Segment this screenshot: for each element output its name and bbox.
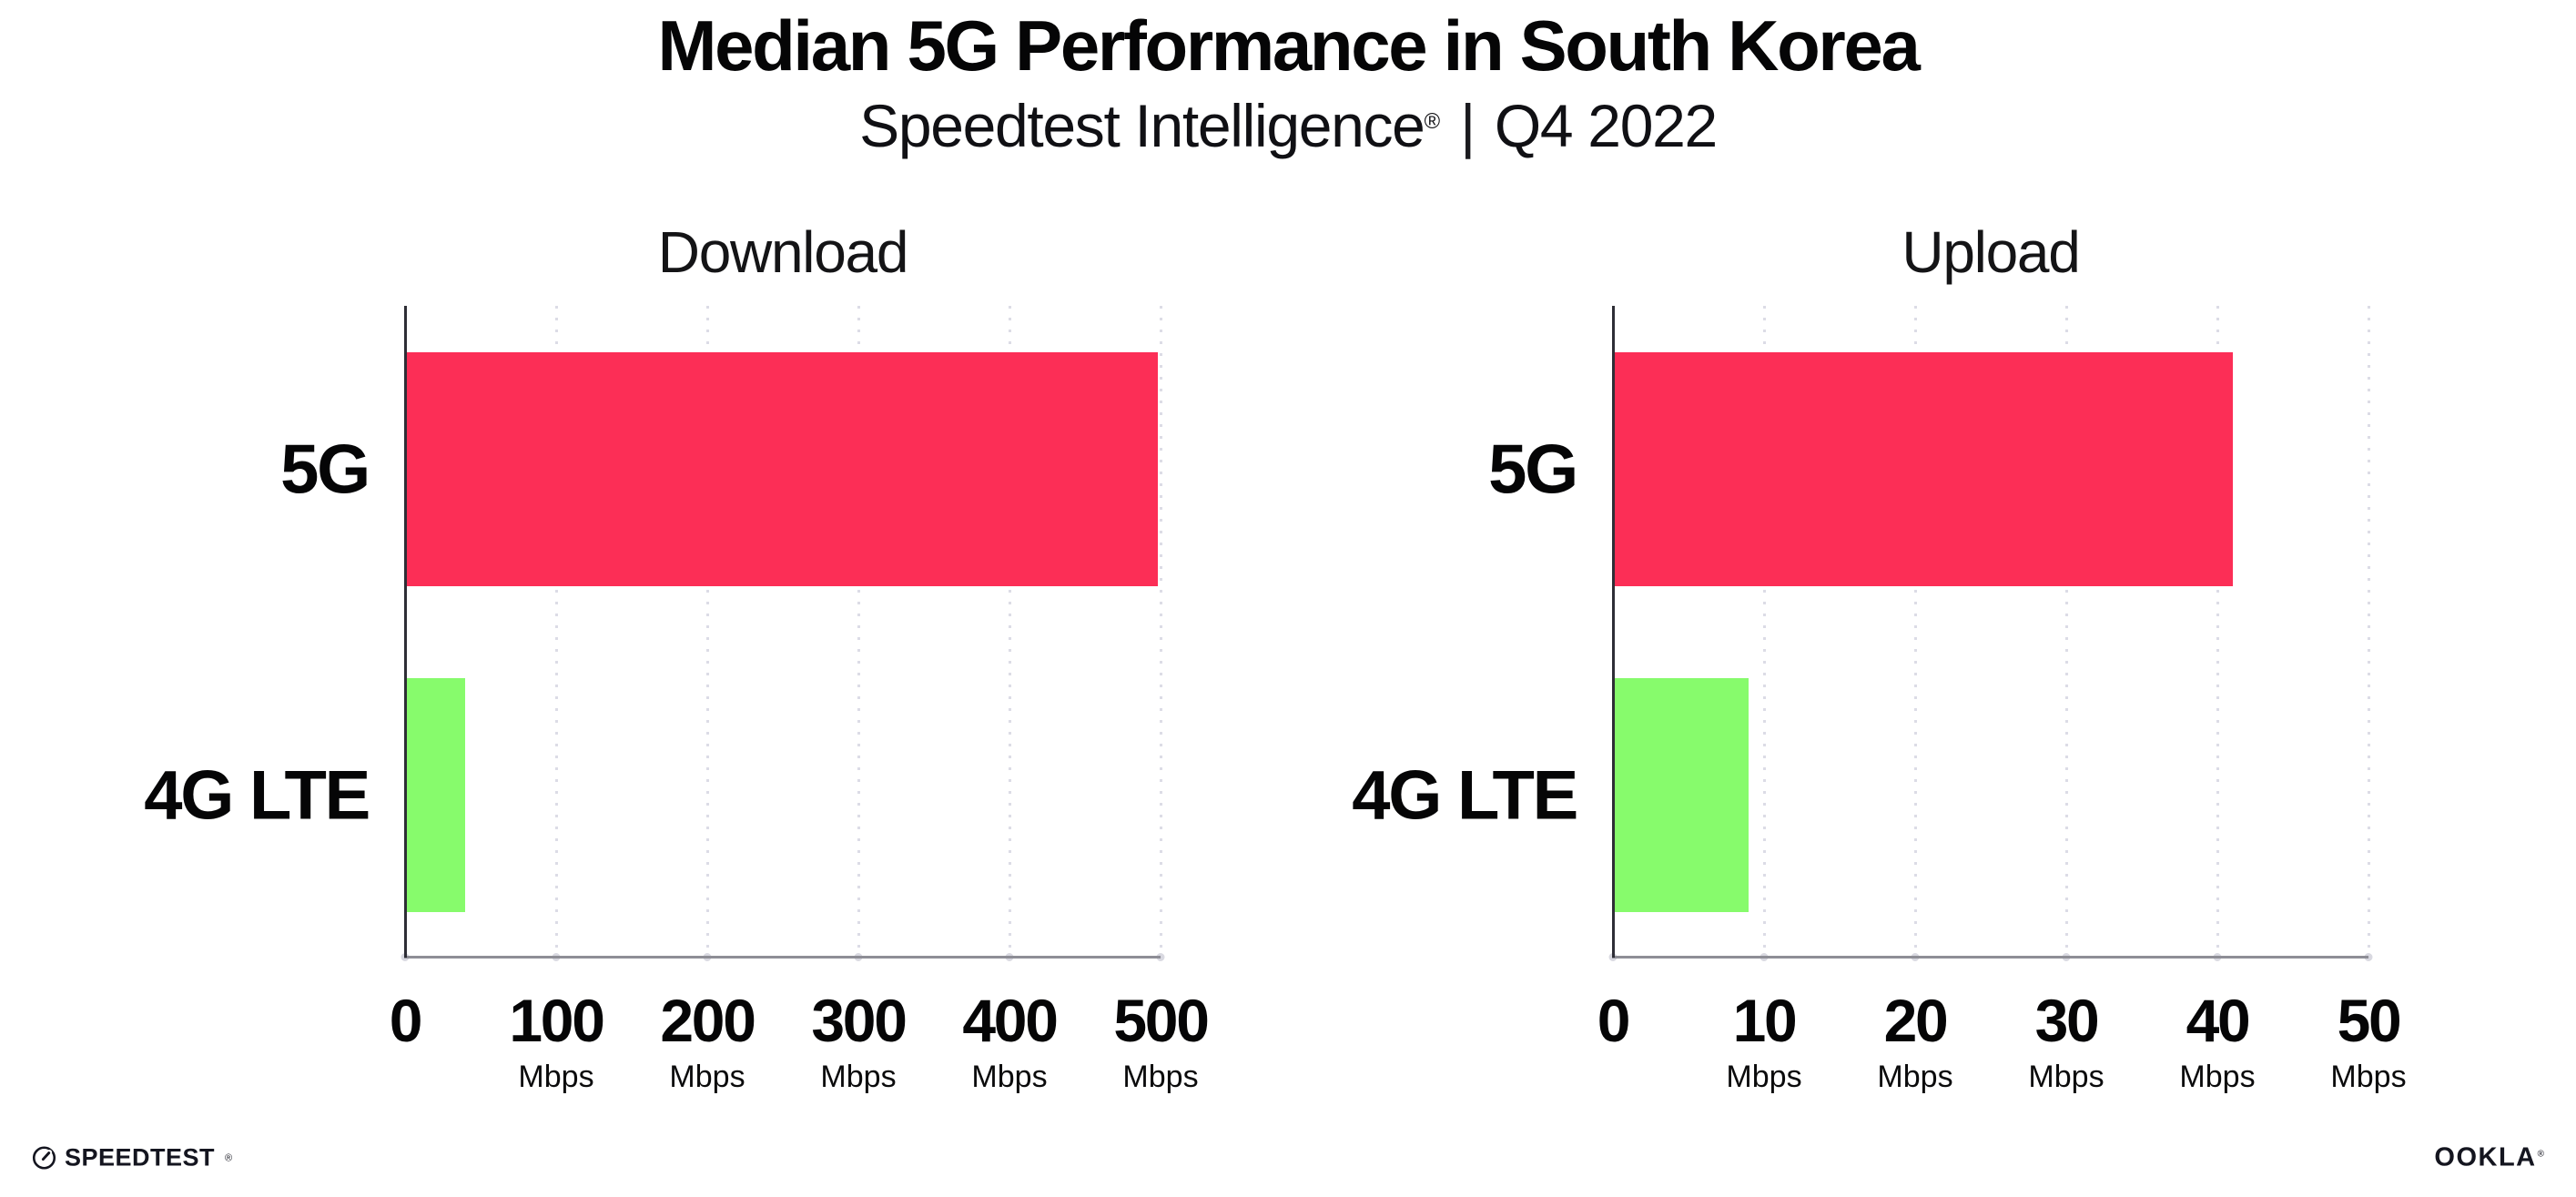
download-x-tick-unit: Mbps	[669, 1060, 745, 1094]
download-x-tick-value: 200	[660, 987, 756, 1054]
download-x-tick-unit: Mbps	[518, 1060, 594, 1094]
download-x-tick-label-300: 300 Mbps	[811, 987, 908, 1094]
upload-x-tick-label-30: 30 Mbps	[2028, 990, 2104, 1092]
upload-x-tick-value: 0	[1597, 987, 1631, 1054]
download-x-axis-line	[404, 956, 1161, 959]
upload-gridline-10	[1763, 306, 1766, 958]
upload-x-tick-value: 50	[2337, 987, 2402, 1054]
upload-plot-area: 0 10 Mbps 20 Mbps 30 Mbps 40 Mbps 50 Mbps 5G 4G LTE	[1352, 306, 2407, 1092]
registered-mark: ®	[1424, 108, 1441, 134]
figure-header: Median 5G Performance in South Korea Spe…	[0, 5, 2576, 159]
upload-x-tick-value: 40	[2186, 987, 2251, 1054]
download-category-label-4g-lte: 4G LTE	[144, 756, 370, 834]
upload-gridline-50	[2368, 306, 2370, 958]
download-x-tick-value: 400	[962, 987, 1059, 1054]
download-bar-5g	[405, 352, 1158, 586]
download-gridline-300	[857, 306, 860, 958]
speedtest-logo: SPEEDTEST ®	[32, 1143, 233, 1172]
speedtest-registered-mark: ®	[225, 1152, 233, 1163]
download-x-tick-value: 500	[1113, 987, 1210, 1054]
ookla-wordmark: OOKLA	[2434, 1142, 2537, 1172]
upload-x-tick-value: 20	[1883, 987, 1949, 1054]
upload-x-tick-value: 30	[2034, 987, 2100, 1054]
download-axis-tick-dot-500	[1156, 953, 1165, 961]
upload-bar-4g-lte	[1613, 678, 1749, 912]
subtitle-divider: |	[1460, 91, 1476, 159]
download-x-tick-label-500: 500 Mbps	[1113, 987, 1210, 1094]
download-gridline-500	[1160, 306, 1162, 958]
upload-x-tick-label-0: 0	[1597, 987, 1631, 1054]
download-gridline-200	[706, 306, 709, 958]
download-chart-title: Download	[657, 219, 909, 285]
upload-x-tick-label-10: 10 Mbps	[1726, 990, 1801, 1092]
download-x-tick-label-400: 400 Mbps	[962, 987, 1059, 1094]
upload-category-label-5g: 5G	[1488, 431, 1578, 508]
download-x-tick-label-100: 100 Mbps	[509, 987, 605, 1094]
upload-x-tick-label-40: 40 Mbps	[2179, 990, 2255, 1092]
download-x-tick-value: 0	[389, 987, 423, 1054]
download-x-tick-label-0: 0	[389, 987, 423, 1054]
download-x-tick-unit: Mbps	[820, 1060, 897, 1094]
download-x-tick-value: 300	[811, 987, 908, 1054]
upload-chart: Upload 0 10 Mbps 20 Mbps 30 Mbps 40 Mbps 50 Mbps 5G…	[1352, 218, 2407, 1092]
upload-x-tick-unit: Mbps	[2028, 1060, 2104, 1094]
upload-x-tick-label-20: 20 Mbps	[1877, 990, 1952, 1092]
speedtest-gauge-icon	[32, 1146, 56, 1170]
download-y-axis-line	[404, 306, 407, 958]
upload-axis-tick-dot-50	[2364, 953, 2373, 961]
upload-category-label-4g-lte: 4G LTE	[1352, 756, 1578, 834]
upload-gridline-40	[2216, 306, 2219, 958]
upload-x-axis-line	[1612, 956, 2368, 959]
figure-subtitle: Speedtest Intelligence® | Q4 2022	[0, 93, 2576, 159]
upload-y-axis-line	[1612, 306, 1615, 958]
upload-x-tick-unit: Mbps	[1877, 1060, 1953, 1094]
download-gridline-400	[1009, 306, 1011, 958]
upload-x-tick-unit: Mbps	[1726, 1060, 1802, 1094]
upload-bar-5g	[1613, 352, 2233, 586]
download-x-tick-label-200: 200 Mbps	[660, 987, 756, 1094]
upload-x-tick-unit: Mbps	[2330, 1060, 2407, 1094]
download-plot-area: 0 100 Mbps 200 Mbps 300 Mbps 400 Mbps 500 Mbps 5G 4G…	[144, 306, 1210, 1092]
upload-gridline-20	[1914, 306, 1917, 958]
upload-gridline-30	[2065, 306, 2068, 958]
download-bar-4g-lte	[405, 678, 466, 912]
download-gridline-100	[555, 306, 558, 958]
download-x-tick-value: 100	[509, 987, 605, 1054]
subtitle-brand: Speedtest Intelligence	[859, 91, 1425, 159]
upload-chart-title: Upload	[1902, 219, 2080, 285]
upload-x-tick-label-50: 50 Mbps	[2330, 990, 2406, 1092]
ookla-registered-mark: ®	[2537, 1149, 2544, 1160]
download-x-tick-unit: Mbps	[971, 1060, 1048, 1094]
ookla-logo: OOKLA®	[2434, 1142, 2544, 1172]
subtitle-period: Q4 2022	[1494, 91, 1718, 159]
upload-x-tick-unit: Mbps	[2179, 1060, 2256, 1094]
speedtest-wordmark: SPEEDTEST	[65, 1143, 216, 1172]
download-x-tick-unit: Mbps	[1122, 1060, 1199, 1094]
upload-x-tick-value: 10	[1732, 987, 1798, 1054]
download-category-label-5g: 5G	[280, 431, 370, 508]
download-chart: Download 0 100 Mbps 200 Mbps 300 Mbps 400 Mbps 50…	[144, 218, 1210, 1092]
figure-title: Median 5G Performance in South Korea	[657, 5, 1920, 86]
